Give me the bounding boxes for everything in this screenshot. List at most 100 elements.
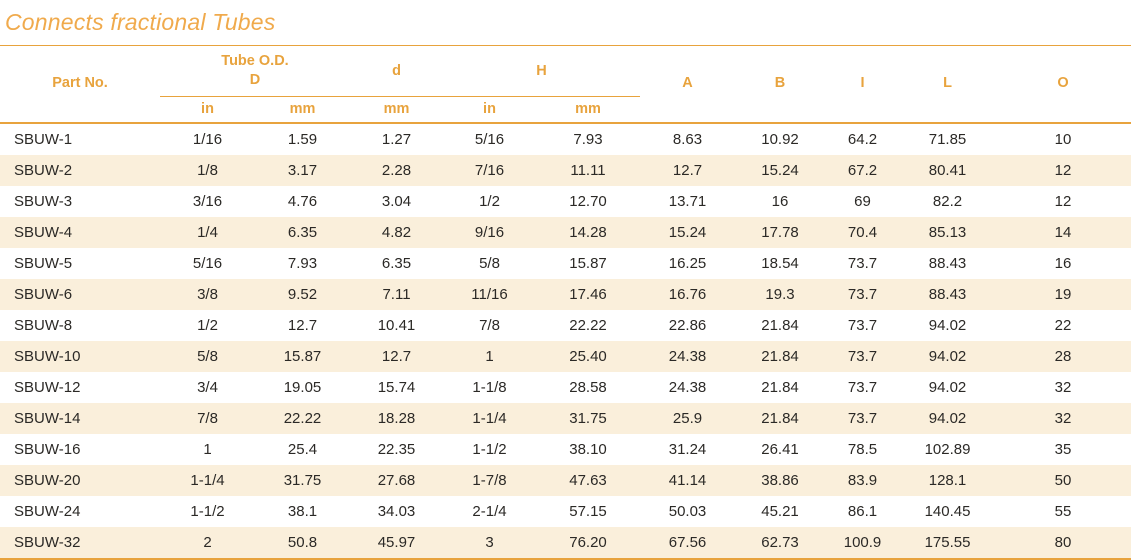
table-row: SBUW-24 1-1/2 38.1 34.03 2-1/4 57.15 50.03 45.2… [0, 496, 1131, 527]
value-cell: 9.52 [255, 278, 350, 310]
value-cell: 18.54 [761, 254, 799, 272]
value-cell: 22 [1054, 316, 1072, 334]
value-cell: 15.87 [569, 254, 607, 272]
part-no-cell: SBUW-2 [0, 154, 160, 186]
table-row: SBUW-32 2 50.8 45.97 3 76.20 67.56 62.73 100.9 17… [0, 526, 1131, 560]
part-no-cell: SBUW-3 [14, 192, 73, 210]
value-cell: 1-1/4 [443, 402, 536, 434]
value-cell: 1/2 [479, 192, 500, 210]
col-header-l: L [900, 45, 996, 124]
value-cell: 1/8 [160, 154, 255, 186]
col-header-d: d [350, 45, 443, 97]
value-cell: 25.4 [287, 440, 318, 458]
part-no-cell: SBUW-5 [14, 254, 73, 272]
value-cell: 12.7 [640, 154, 736, 186]
value-cell: 22.22 [255, 402, 350, 434]
value-cell: 4.76 [287, 192, 318, 210]
value-cell: 73.7 [847, 378, 878, 396]
value-cell: 16 [771, 192, 789, 210]
value-cell: 64.2 [847, 130, 878, 148]
part-no-cell: SBUW-24 [14, 502, 81, 520]
part-no-cell: SBUW-4 [0, 216, 160, 248]
value-cell: 1 [443, 340, 536, 372]
value-cell: 10 [1054, 130, 1072, 148]
part-no-cell: SBUW-6 [0, 278, 160, 310]
value-cell: 19.3 [735, 278, 826, 310]
value-cell: 28 [995, 340, 1131, 372]
value-cell: 1/4 [160, 216, 255, 248]
value-cell: 55 [1054, 502, 1072, 520]
value-cell: 5/8 [479, 254, 500, 272]
value-cell: 80.41 [900, 154, 996, 186]
value-cell: 2 [160, 526, 255, 560]
value-cell: 62.73 [735, 526, 826, 560]
part-no-cell: SBUW-32 [0, 526, 160, 560]
value-cell: 31.75 [255, 464, 350, 496]
value-cell: 12.7 [287, 316, 318, 334]
col-header-part-no: Part No. [0, 45, 160, 124]
value-cell: 26.41 [761, 440, 799, 458]
value-cell: 80 [995, 526, 1131, 560]
value-cell: 25.40 [536, 340, 641, 372]
value-cell: 14 [995, 216, 1131, 248]
value-cell: 73.7 [825, 278, 901, 310]
value-cell: 47.63 [536, 464, 641, 496]
value-cell: 38.1 [287, 502, 318, 520]
value-cell: 1.59 [287, 130, 318, 148]
value-cell: 4.82 [350, 216, 443, 248]
value-cell: 7.11 [350, 278, 443, 310]
value-cell: 3.17 [255, 154, 350, 186]
part-no-cell: SBUW-20 [0, 464, 160, 496]
value-cell: 1-1/8 [472, 378, 507, 396]
col-header-tube-od-line2: D [249, 72, 261, 88]
part-no-cell: SBUW-8 [14, 316, 73, 334]
value-cell: 1-1/2 [472, 440, 507, 458]
value-cell: 88.43 [928, 254, 967, 272]
value-cell: 45.97 [350, 526, 443, 560]
value-cell: 25.9 [640, 402, 736, 434]
value-cell: 6.35 [255, 216, 350, 248]
value-cell: 3/4 [197, 378, 218, 396]
table-row: SBUW-1 1/16 1.59 1.27 5/16 7.93 8.63 10.92 64.2 7… [0, 123, 1131, 155]
col-header-tube-od: Tube O.D. D [160, 45, 350, 97]
table-body: SBUW-1 1/16 1.59 1.27 5/16 7.93 8.63 10.92 64.2 7… [0, 123, 1131, 560]
value-cell: 73.7 [847, 254, 878, 272]
value-cell: 94.02 [900, 340, 996, 372]
value-cell: 16 [1054, 254, 1072, 272]
value-cell: 34.03 [377, 502, 416, 520]
value-cell: 21.84 [735, 402, 826, 434]
value-cell: 85.13 [900, 216, 996, 248]
part-no-cell: SBUW-1 [14, 130, 73, 148]
value-cell: 12.7 [350, 340, 443, 372]
value-cell: 7.93 [573, 130, 603, 148]
value-cell: 50 [995, 464, 1131, 496]
value-cell: 16.76 [640, 278, 736, 310]
value-cell: 1/2 [197, 316, 218, 334]
value-cell: 73.7 [847, 316, 878, 334]
value-cell: 15.24 [640, 216, 736, 248]
table-row: SBUW-3 3/16 4.76 3.04 1/2 12.70 13.71 16 69 82.2 1… [0, 186, 1131, 217]
value-cell: 100.9 [825, 526, 901, 560]
value-cell: 7.93 [287, 254, 318, 272]
value-cell: 73.7 [825, 340, 901, 372]
value-cell: 94.02 [928, 316, 967, 334]
value-cell: 102.89 [924, 440, 971, 458]
unit-header-h-in: in [443, 96, 536, 124]
part-no-cell: SBUW-14 [0, 402, 160, 434]
value-cell: 76.20 [536, 526, 641, 560]
value-cell: 82.2 [932, 192, 963, 210]
value-cell: 8.63 [672, 130, 703, 148]
value-cell: 45.21 [761, 502, 799, 520]
value-cell: 27.68 [350, 464, 443, 496]
value-cell: 83.9 [825, 464, 901, 496]
value-cell: 14.28 [536, 216, 641, 248]
value-cell: 5/8 [160, 340, 255, 372]
table-row: SBUW-12 3/4 19.05 15.74 1-1/8 28.58 24.38 21.84… [0, 372, 1131, 403]
table-header: Part No. Tube O.D. D d H A B I L O in mm … [0, 45, 1131, 124]
value-cell: 15.24 [735, 154, 826, 186]
value-cell: 71.85 [928, 130, 967, 148]
value-cell: 86.1 [847, 502, 878, 520]
value-cell: 19.05 [283, 378, 322, 396]
part-no-cell: SBUW-10 [0, 340, 160, 372]
